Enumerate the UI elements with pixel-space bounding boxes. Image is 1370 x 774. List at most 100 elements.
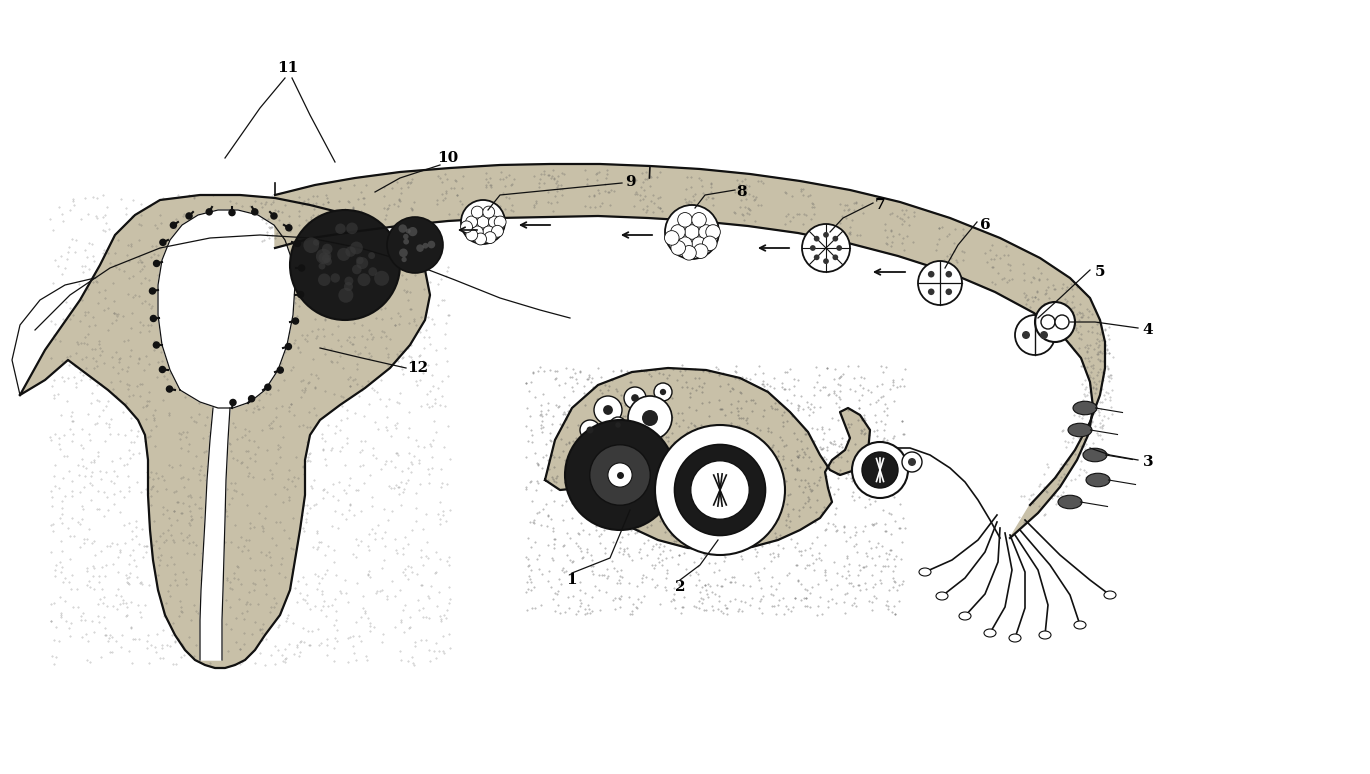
Text: 1: 1 — [567, 573, 577, 587]
Circle shape — [471, 226, 484, 238]
Circle shape — [206, 209, 212, 215]
Circle shape — [408, 227, 418, 236]
Circle shape — [1034, 302, 1075, 342]
Circle shape — [427, 241, 436, 248]
Circle shape — [399, 224, 407, 233]
Circle shape — [1055, 315, 1069, 329]
Circle shape — [1022, 331, 1030, 339]
Circle shape — [277, 367, 284, 373]
Circle shape — [316, 248, 332, 264]
Circle shape — [416, 245, 423, 252]
Circle shape — [406, 228, 411, 234]
Polygon shape — [158, 210, 295, 408]
Circle shape — [489, 216, 500, 228]
Text: 5: 5 — [1095, 265, 1106, 279]
Ellipse shape — [1074, 621, 1086, 629]
Circle shape — [297, 292, 304, 297]
Circle shape — [336, 224, 345, 234]
Circle shape — [1015, 315, 1055, 355]
Polygon shape — [21, 195, 430, 668]
Circle shape — [248, 396, 255, 402]
Text: 9: 9 — [625, 175, 636, 189]
Circle shape — [159, 366, 166, 372]
Circle shape — [471, 206, 484, 218]
Circle shape — [823, 259, 829, 264]
Circle shape — [801, 224, 849, 272]
Circle shape — [286, 224, 292, 231]
Circle shape — [623, 387, 647, 409]
Circle shape — [660, 389, 666, 396]
Circle shape — [927, 289, 934, 295]
Circle shape — [422, 243, 429, 248]
Circle shape — [399, 248, 408, 257]
Ellipse shape — [984, 629, 996, 637]
Circle shape — [706, 224, 721, 239]
Circle shape — [403, 238, 410, 245]
Ellipse shape — [919, 568, 932, 576]
Circle shape — [352, 265, 362, 274]
Circle shape — [908, 458, 917, 466]
Circle shape — [833, 255, 838, 260]
Circle shape — [369, 252, 375, 259]
Circle shape — [945, 289, 952, 295]
Circle shape — [692, 237, 707, 252]
Circle shape — [230, 399, 236, 406]
Text: 12: 12 — [407, 361, 429, 375]
Circle shape — [351, 241, 363, 255]
Circle shape — [166, 386, 173, 392]
Circle shape — [564, 420, 675, 530]
Circle shape — [401, 257, 407, 262]
Circle shape — [374, 271, 389, 286]
Text: 2: 2 — [675, 580, 685, 594]
Ellipse shape — [1069, 423, 1092, 437]
Circle shape — [823, 232, 829, 238]
Circle shape — [901, 452, 922, 472]
Ellipse shape — [1073, 401, 1097, 415]
Circle shape — [482, 226, 495, 238]
Circle shape — [285, 344, 292, 350]
Circle shape — [319, 262, 326, 269]
Circle shape — [608, 463, 632, 487]
Circle shape — [466, 229, 478, 241]
Polygon shape — [545, 368, 870, 550]
Circle shape — [170, 222, 177, 228]
Circle shape — [615, 422, 621, 428]
Circle shape — [322, 254, 332, 263]
Circle shape — [369, 267, 377, 276]
Circle shape — [477, 216, 489, 228]
Circle shape — [484, 231, 496, 244]
Circle shape — [252, 209, 258, 215]
Text: 4: 4 — [1143, 323, 1154, 337]
Circle shape — [229, 210, 236, 216]
Circle shape — [589, 445, 651, 505]
Circle shape — [149, 288, 156, 294]
Circle shape — [580, 420, 600, 440]
Circle shape — [685, 224, 699, 239]
Circle shape — [674, 444, 766, 536]
Ellipse shape — [1058, 495, 1082, 509]
Text: 3: 3 — [1143, 455, 1154, 469]
Circle shape — [492, 225, 503, 237]
Circle shape — [671, 224, 685, 239]
Circle shape — [595, 396, 622, 424]
Ellipse shape — [936, 592, 948, 600]
Circle shape — [386, 217, 443, 273]
Circle shape — [862, 452, 897, 488]
Circle shape — [466, 216, 478, 228]
Circle shape — [664, 205, 719, 259]
Circle shape — [160, 239, 166, 245]
Circle shape — [356, 257, 363, 264]
Circle shape — [495, 216, 506, 228]
Circle shape — [814, 236, 819, 241]
Ellipse shape — [1084, 448, 1107, 462]
Circle shape — [299, 265, 304, 271]
Circle shape — [671, 241, 685, 255]
Circle shape — [460, 200, 506, 244]
Polygon shape — [275, 164, 1106, 538]
Circle shape — [852, 442, 908, 498]
Circle shape — [703, 236, 717, 251]
Circle shape — [1040, 331, 1048, 339]
Circle shape — [271, 213, 277, 219]
Text: 7: 7 — [874, 198, 885, 212]
Circle shape — [338, 288, 353, 303]
